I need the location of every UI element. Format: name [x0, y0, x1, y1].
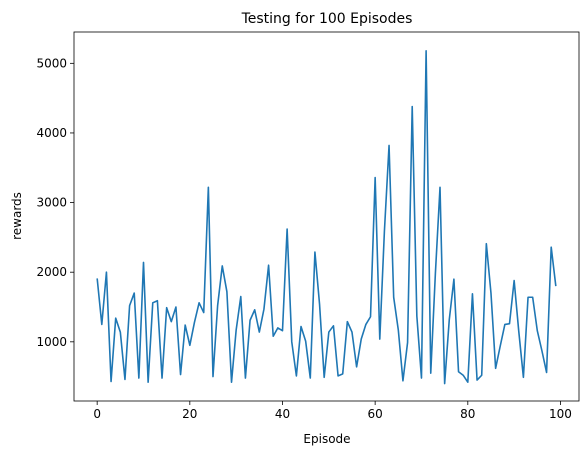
y-tick-label: 4000: [36, 126, 67, 140]
y-tick-label: 1000: [36, 335, 67, 349]
y-axis-title: rewards: [10, 192, 24, 240]
x-tick-label: 20: [182, 407, 197, 421]
x-tick-label: 80: [460, 407, 475, 421]
plot-area: 0 20 40 60 80 100 1000 2000 3000 4000 5000: [36, 31, 580, 421]
x-axis-title: Episode: [303, 432, 350, 446]
axes-frame: [73, 31, 580, 402]
x-tick-label: 60: [368, 407, 383, 421]
y-tick-label: 2000: [36, 265, 67, 279]
x-tick-label: 40: [275, 407, 290, 421]
y-tick-label: 5000: [36, 56, 67, 70]
chart-title: Testing for 100 Episodes: [241, 11, 413, 27]
x-tick-label: 100: [549, 407, 572, 421]
series-line-0: [96, 49, 557, 385]
y-tick-label: 3000: [36, 196, 67, 210]
x-tick-label: 0: [93, 407, 101, 421]
